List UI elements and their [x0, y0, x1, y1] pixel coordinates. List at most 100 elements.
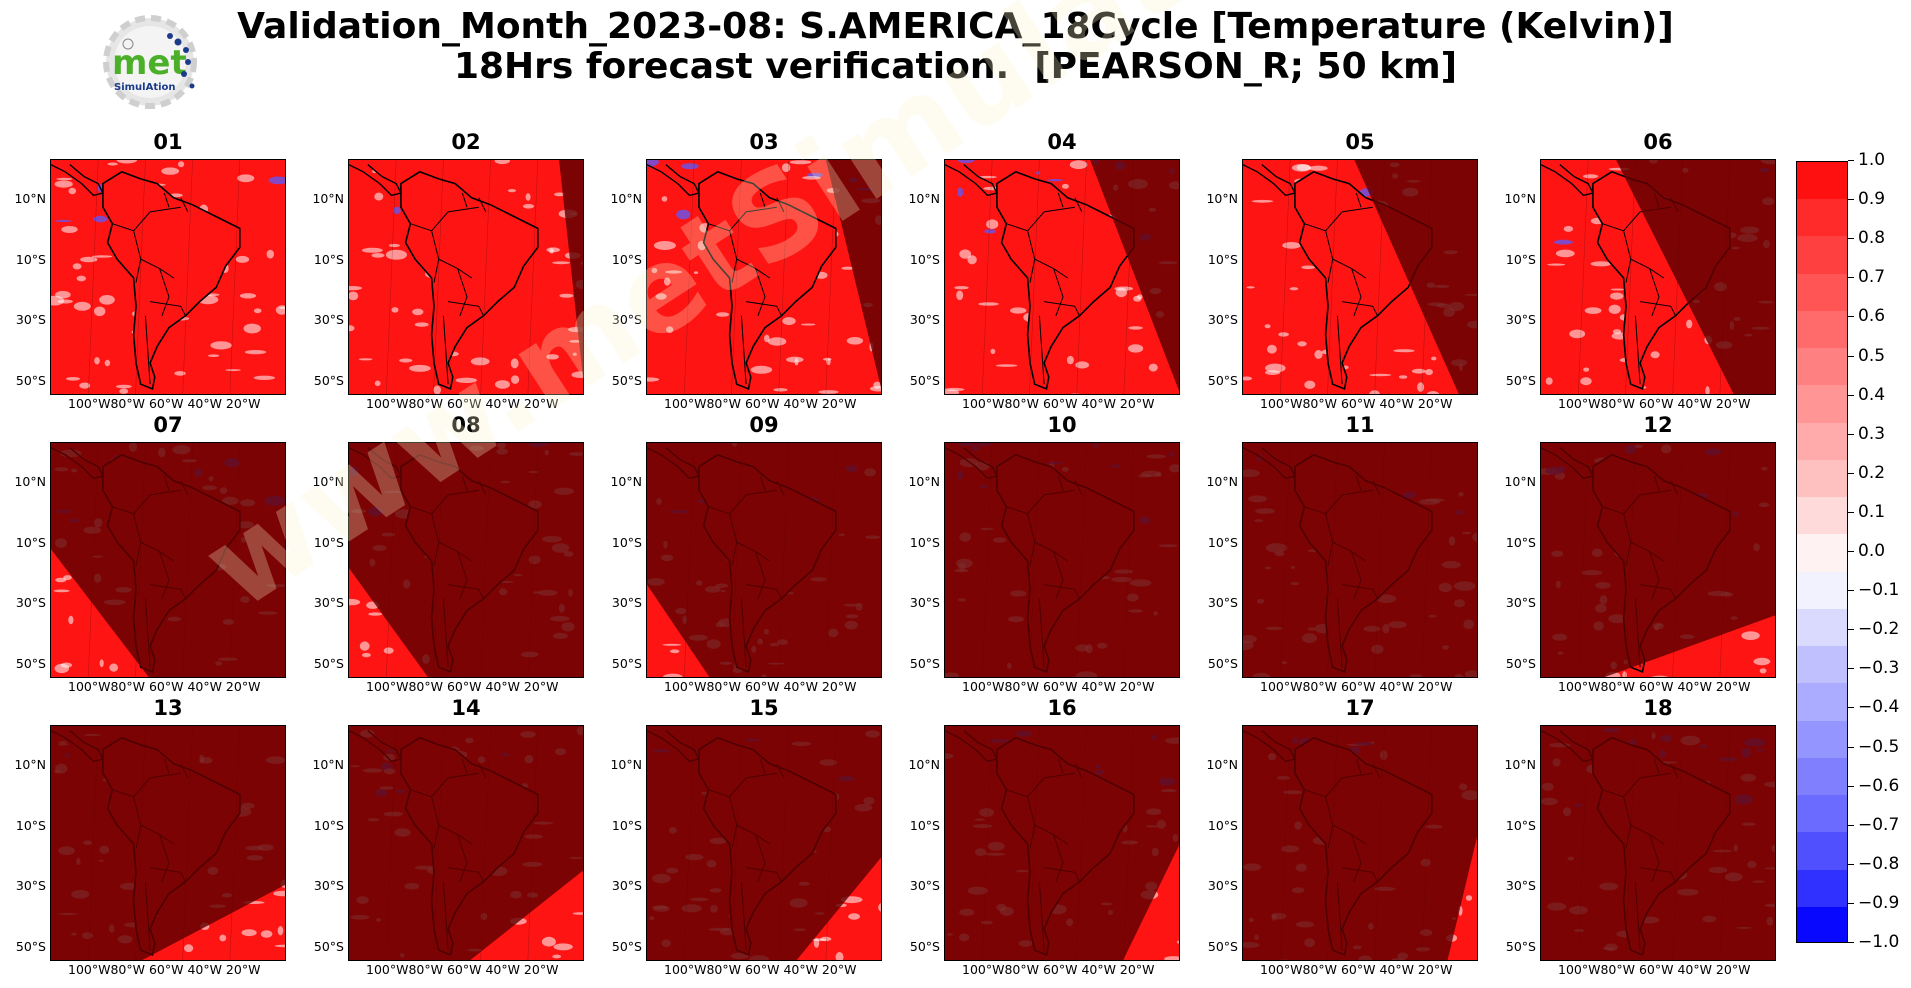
panel-title: 14: [451, 696, 481, 720]
lon-tick-labels: 100°W80°W 60°W 40°W 20°W: [962, 396, 1155, 411]
colorbar-segment: [1797, 497, 1847, 535]
map-panel: 01 10°N 10°S 30°S 50°S 100°W80°W 60°W 40°W 20…: [14, 130, 286, 411]
lat-tick-label: 50°S: [15, 656, 46, 671]
lat-tick-label: 10°S: [611, 252, 642, 267]
colorbar-segment: [1797, 646, 1847, 684]
lat-tick-label: 10°S: [1505, 252, 1536, 267]
lon-tick-labels: 100°W80°W 60°W 40°W 20°W: [1260, 396, 1453, 411]
colorbar-tick-label: 1.0: [1848, 150, 1885, 170]
lat-tick-label: 10°N: [1504, 191, 1536, 206]
panel-title: 17: [1345, 696, 1375, 720]
map-panel: 02 10°N 10°S 30°S 50°S 100°W80°W 60°W 40°W 20…: [312, 130, 584, 411]
colorbar-tick-label: 0.6: [1848, 306, 1885, 326]
map-field: [944, 725, 1180, 961]
lat-tick-label: 10°N: [610, 191, 642, 206]
colorbar-segment: [1797, 348, 1847, 386]
lon-tick-labels: 100°W80°W 60°W 40°W 20°W: [1558, 962, 1751, 977]
figure-title-line1: Validation_Month_2023-08: S.AMERICA_18Cy…: [237, 6, 1674, 47]
colorbar-tick-label: −0.1: [1848, 580, 1899, 600]
lat-tick-label: 50°S: [15, 373, 46, 388]
panel-title: 08: [451, 413, 481, 437]
lat-tick-label: 10°N: [610, 474, 642, 489]
map-field: [1540, 442, 1776, 678]
lat-tick-label: 30°S: [611, 595, 642, 610]
colorbar-segment: [1797, 571, 1847, 610]
colorbar-tick-label: 0.0: [1848, 541, 1885, 561]
lon-tick-labels: 100°W80°W 60°W 40°W 20°W: [664, 962, 857, 977]
lat-tick-label: 10°S: [313, 252, 344, 267]
lat-tick-label: 10°N: [908, 757, 940, 772]
colorbar-tick-label: −0.8: [1848, 854, 1899, 874]
lat-tick-label: 10°S: [15, 818, 46, 833]
map-field: [944, 159, 1180, 395]
map-field: [348, 725, 584, 961]
colorbar-segment: [1797, 310, 1847, 349]
colorbar-segment: [1797, 534, 1847, 573]
lat-tick-label: 30°S: [1207, 595, 1238, 610]
lat-tick-label: 50°S: [909, 656, 940, 671]
lat-tick-label: 30°S: [313, 312, 344, 327]
lat-tick-label: 10°S: [1505, 535, 1536, 550]
lon-tick-labels: 100°W80°W 60°W 40°W 20°W: [68, 396, 261, 411]
map-panel: 05 10°N 10°S 30°S 50°S 100°W80°W 60°W 40°W 20…: [1206, 130, 1478, 411]
lat-tick-label: 30°S: [313, 878, 344, 893]
lon-tick-labels: 100°W80°W 60°W 40°W 20°W: [68, 679, 261, 694]
lat-tick-label: 10°S: [1207, 818, 1238, 833]
colorbar-segment: [1797, 236, 1847, 275]
map-panel: 04 10°N 10°S 30°S 50°S 100°W80°W 60°W 40°W 20…: [908, 130, 1180, 411]
colorbar-tick-label: 0.2: [1848, 463, 1885, 483]
map-panel: 16 10°N 10°S 30°S 50°S 100°W80°W 60°W 40°W 20…: [908, 696, 1180, 977]
lat-tick-label: 30°S: [15, 595, 46, 610]
lat-tick-label: 50°S: [1505, 656, 1536, 671]
lat-tick-label: 50°S: [909, 939, 940, 954]
lat-tick-label: 10°N: [14, 191, 46, 206]
lat-tick-label: 10°S: [15, 252, 46, 267]
panel-title: 05: [1345, 130, 1375, 154]
colorbar-segment: [1797, 869, 1847, 908]
colorbar-segment: [1797, 832, 1847, 871]
lat-tick-label: 30°S: [1505, 878, 1536, 893]
lat-tick-label: 30°S: [1505, 312, 1536, 327]
panel-title: 12: [1643, 413, 1673, 437]
colorbar-tick-label: −0.7: [1848, 815, 1899, 835]
panel-title: 13: [153, 696, 183, 720]
lat-tick-label: 50°S: [1207, 373, 1238, 388]
lat-tick-label: 10°N: [312, 757, 344, 772]
lon-tick-labels: 100°W80°W 60°W 40°W 20°W: [664, 679, 857, 694]
colorbar-segment: [1797, 459, 1847, 498]
colorbar-segment: [1797, 199, 1847, 237]
lon-tick-labels: 100°W80°W 60°W 40°W 20°W: [1260, 679, 1453, 694]
lat-tick-label: 10°N: [312, 191, 344, 206]
svg-text:SimulAtion: SimulAtion: [114, 82, 176, 93]
colorbar-tick-label: −0.5: [1848, 737, 1899, 757]
colorbar-tick-label: 0.5: [1848, 346, 1885, 366]
map-panel: 06 10°N 10°S 30°S 50°S 100°W80°W 60°W 40°W 20…: [1504, 130, 1776, 411]
lat-tick-label: 50°S: [15, 939, 46, 954]
lat-tick-label: 30°S: [15, 878, 46, 893]
map-panel: 08 10°N 10°S 30°S 50°S 100°W80°W 60°W 40°W 20…: [312, 413, 584, 694]
lat-tick-label: 50°S: [313, 656, 344, 671]
colorbar-tick-label: 0.3: [1848, 424, 1885, 444]
lat-tick-label: 30°S: [611, 878, 642, 893]
map-panel: 15 10°N 10°S 30°S 50°S 100°W80°W 60°W 40°W 20…: [610, 696, 882, 977]
lat-tick-label: 30°S: [611, 312, 642, 327]
lat-tick-label: 10°N: [312, 474, 344, 489]
map-panel: 14 10°N 10°S 30°S 50°S 100°W80°W 60°W 40°W 20…: [312, 696, 584, 977]
colorbar-tick-label: 0.9: [1848, 189, 1885, 209]
colorbar-tick-label: −0.4: [1848, 697, 1899, 717]
lon-tick-labels: 100°W80°W 60°W 40°W 20°W: [1558, 679, 1751, 694]
lat-tick-label: 10°S: [15, 535, 46, 550]
lat-tick-label: 10°S: [909, 818, 940, 833]
lat-tick-label: 30°S: [1207, 312, 1238, 327]
lon-tick-labels: 100°W80°W 60°W 40°W 20°W: [1558, 396, 1751, 411]
colorbar-segment: [1797, 757, 1847, 796]
lat-tick-label: 50°S: [611, 656, 642, 671]
lon-tick-labels: 100°W80°W 60°W 40°W 20°W: [68, 962, 261, 977]
panel-title: 07: [153, 413, 183, 437]
map-field: [348, 159, 584, 395]
lon-tick-labels: 100°W80°W 60°W 40°W 20°W: [1260, 962, 1453, 977]
colorbar-tick-label: 0.1: [1848, 502, 1885, 522]
map-field: [1540, 159, 1776, 395]
colorbar-segment: [1797, 385, 1847, 424]
lat-tick-label: 50°S: [1207, 656, 1238, 671]
